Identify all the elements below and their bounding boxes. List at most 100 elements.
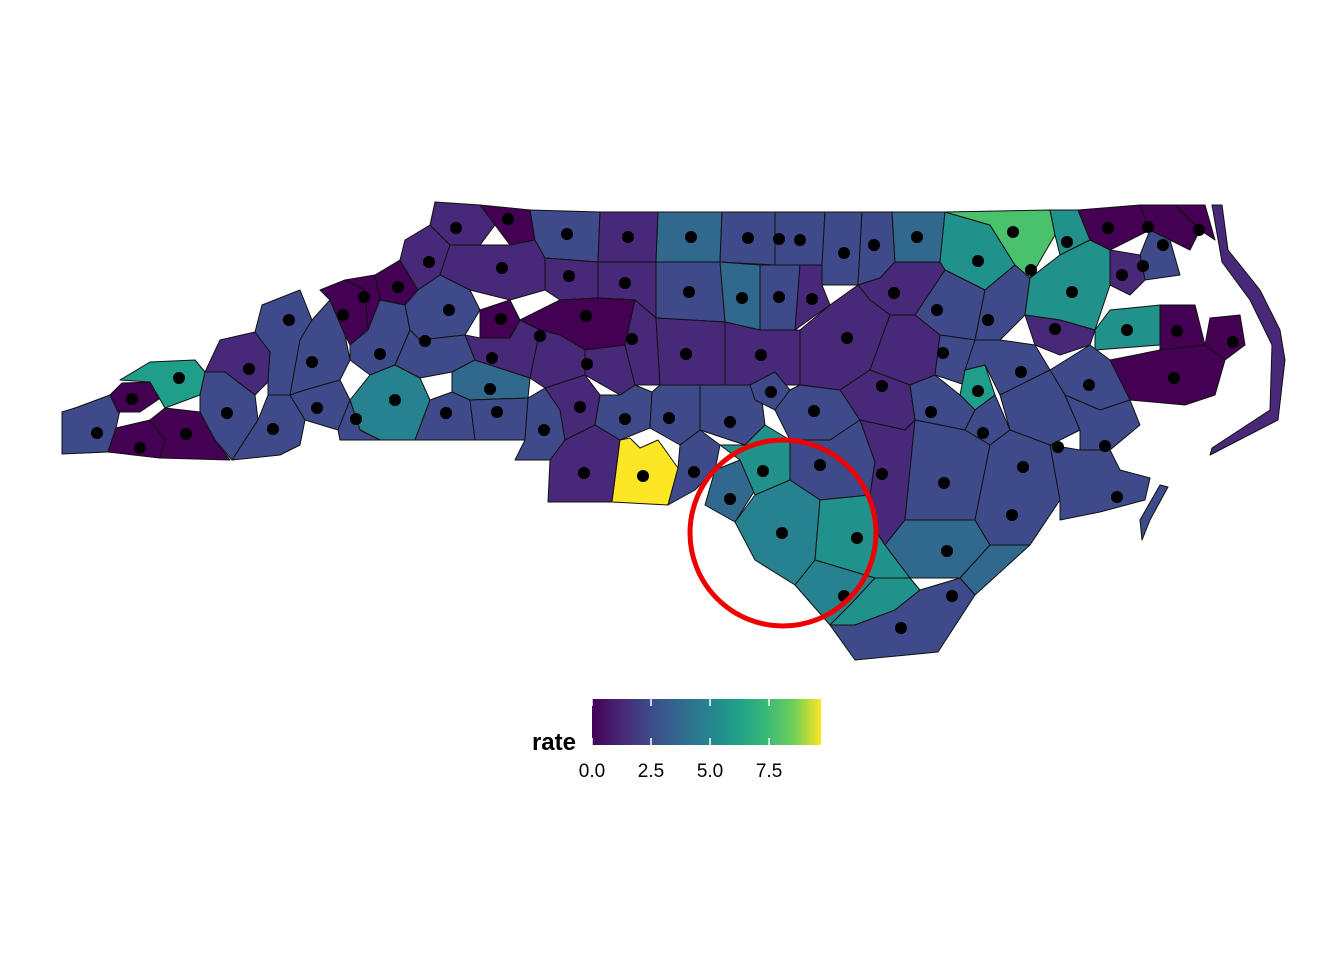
centroid-marker [1099,440,1111,452]
county [254,289,313,396]
legend: rate 0.0 2.5 5.0 7.5 [532,699,821,782]
centroid-marker [841,332,853,344]
centroid-marker [814,459,826,471]
legend-tick-label: 5.0 [697,761,723,782]
centroid-marker [491,406,503,418]
centroid-marker [794,234,806,246]
highlight-circle [687,437,879,629]
county [1109,344,1226,406]
centroid-marker [1083,379,1095,391]
centroid-marker [851,532,863,544]
centroid-marker [1157,239,1169,251]
centroid-marker [534,330,546,342]
centroid-marker [358,291,370,303]
legend-ticks: 0.0 2.5 5.0 7.5 [579,699,782,782]
centroid-marker [724,416,736,428]
centroid-marker [173,372,185,384]
centroid-marker [1116,269,1128,281]
centroid-marker [972,255,984,267]
centroid-marker [776,527,788,539]
centroid-marker [574,401,586,413]
centroid-marker [267,423,279,435]
centroid-marker [450,222,462,234]
centroid-marker [736,292,748,304]
centroid-marker [91,427,103,439]
centroid-marker [1052,441,1064,453]
centroid-marker [1142,221,1154,233]
centroid-marker [486,352,498,364]
centroid-marker [1061,236,1073,248]
centroid-marker [502,213,514,225]
centroid-marker [440,407,452,419]
centroid-marker [868,239,880,251]
centroid-marker [243,363,255,375]
centroid-marker [622,231,634,243]
county [1174,204,1216,241]
centroid-marker [306,356,318,368]
centroid-marker [580,310,592,322]
centroid-marker [283,314,295,326]
centroid-marker [941,545,953,557]
centroid-marker [180,428,192,440]
centroid-marker [389,394,401,406]
county [594,384,653,441]
centroid-marker [982,314,994,326]
centroid-marker [578,467,590,479]
centroid-marker [742,232,754,244]
legend-tick-label: 0.0 [579,761,605,782]
centroid-marker [619,413,631,425]
legend-tick-label: 2.5 [638,761,664,782]
county [1204,314,1246,361]
centroid-marker [888,287,900,299]
centroid-marker [374,348,386,360]
centroid-marker [1102,222,1114,234]
centroid-marker [1121,324,1133,336]
centroid-marker [496,262,508,274]
centroid-marker [221,407,233,419]
centroid-marker [126,393,138,405]
centroid-marker [773,291,785,303]
centroid-marker [1171,325,1183,337]
centroid-marker [773,233,785,245]
centroid-marker [1227,336,1239,348]
legend-tick-label: 7.5 [756,761,782,782]
centroid-marker [876,468,888,480]
county [1139,229,1181,281]
centroid-marker [1006,509,1018,521]
centroid-marker [443,304,455,316]
centroid-marker [765,386,777,398]
centroid-marker [808,405,820,417]
centroid-marker [937,347,949,359]
centroid-marker [1049,323,1061,335]
centroid-marker [946,590,958,602]
centroid-marker [134,442,146,454]
centroid-marker [1025,264,1037,276]
centroid-marker [1007,226,1019,238]
centroid-marker [1017,461,1029,473]
legend-colorbar [592,699,821,745]
centroid-marker [757,465,769,477]
county [1109,249,1146,296]
centroid-marker [619,277,631,289]
legend-title: rate [532,729,576,756]
centroid-marker [663,412,675,424]
county [829,577,976,661]
centroid-marker [484,383,496,395]
centroid-marker [392,281,404,293]
centroid-marker [895,622,907,634]
centroid-marker [581,358,593,370]
centroid-marker [1015,366,1027,378]
centroid-marker [423,256,435,268]
centroid-marker [561,228,573,240]
centroid-marker [311,402,323,414]
centroid-marker [350,413,362,425]
county [1209,204,1286,456]
centroid-marker [626,333,638,345]
county [1049,444,1151,521]
centroid-marker [637,470,649,482]
centroid-marker [938,477,950,489]
centroid-marker [419,335,431,347]
centroid-marker [911,231,923,243]
centroid-marker [806,293,818,305]
